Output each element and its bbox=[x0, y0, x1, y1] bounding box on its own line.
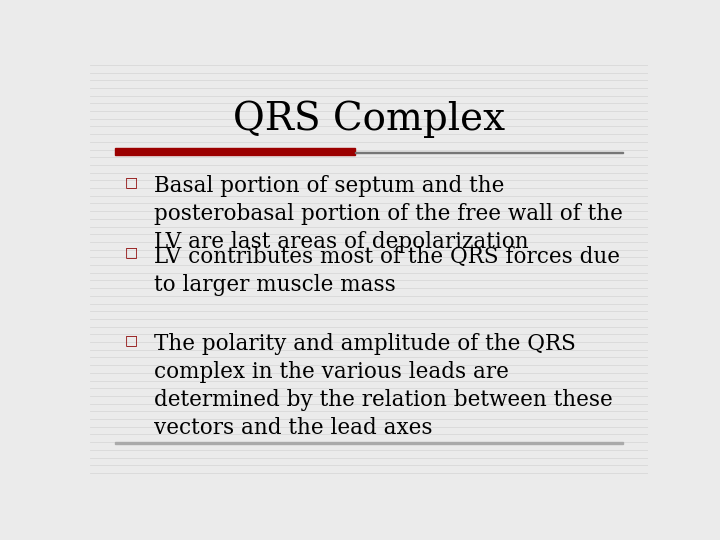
Text: LV contributes most of the QRS forces due
to larger muscle mass: LV contributes most of the QRS forces du… bbox=[154, 246, 620, 295]
Text: The polarity and amplitude of the QRS
complex in the various leads are
determine: The polarity and amplitude of the QRS co… bbox=[154, 333, 613, 439]
Text: Basal portion of septum and the
posterobasal portion of the free wall of the
LV : Basal portion of septum and the posterob… bbox=[154, 175, 623, 253]
Bar bbox=[115, 148, 355, 156]
Bar bbox=[115, 442, 623, 444]
Text: □: □ bbox=[125, 246, 138, 260]
Text: QRS Complex: QRS Complex bbox=[233, 101, 505, 138]
Text: □: □ bbox=[125, 333, 138, 347]
Text: □: □ bbox=[125, 175, 138, 189]
Bar bbox=[355, 152, 623, 153]
